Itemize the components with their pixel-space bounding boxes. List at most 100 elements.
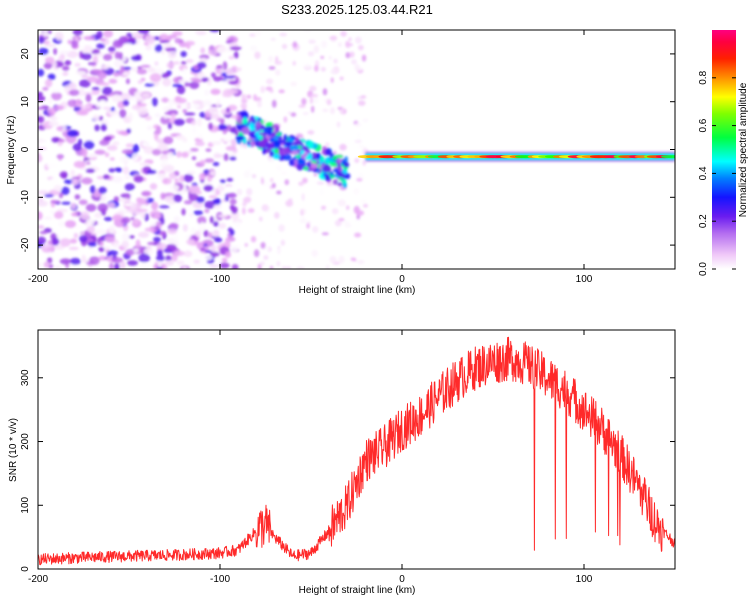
x-tick-label: 100: [576, 574, 593, 585]
noise-blob: [190, 147, 199, 152]
noise-blob: [144, 227, 156, 232]
chirp-blob: [310, 163, 319, 169]
noise-blob: [106, 145, 118, 151]
noise-blob: [194, 30, 207, 36]
noise-blob: [254, 31, 262, 37]
noise-blob: [343, 220, 350, 225]
noise-blob: [204, 208, 210, 214]
noise-blob: [309, 97, 314, 104]
noise-blob: [284, 179, 290, 186]
noise-blob: [199, 173, 206, 181]
noise-blob: [124, 202, 133, 207]
noise-blob: [53, 47, 58, 55]
noise-blob: [101, 86, 113, 95]
noise-blob: [98, 246, 105, 253]
noise-blob: [121, 149, 134, 155]
noise-blob: [354, 139, 362, 143]
noise-blob: [338, 199, 346, 207]
noise-blob: [112, 214, 123, 222]
noise-blob: [218, 123, 228, 131]
noise-blob: [357, 260, 365, 264]
noise-blob: [236, 67, 242, 72]
noise-blob: [108, 168, 116, 173]
noise-blob: [257, 99, 262, 108]
noise-blob: [274, 220, 280, 225]
noise-blob: [186, 43, 191, 50]
noise-blob: [172, 61, 181, 65]
snr-axes: -200 -100 0 100 0 100 200 300: [20, 330, 675, 585]
noise-blob: [353, 258, 357, 262]
noise-blob: [302, 112, 309, 116]
noise-blob: [99, 38, 106, 42]
noise-blob: [197, 61, 207, 69]
noise-blob: [128, 235, 135, 239]
noise-blob: [362, 118, 369, 123]
chirp-blob: [265, 143, 275, 150]
noise-blob: [253, 249, 260, 258]
noise-blob: [99, 99, 108, 107]
noise-blob: [51, 88, 62, 94]
noise-blob: [349, 51, 355, 58]
noise-blob: [307, 51, 315, 57]
chirp-blob: [343, 172, 351, 180]
noise-blob: [280, 38, 288, 44]
noise-blob: [163, 136, 174, 145]
noise-blob: [285, 211, 291, 218]
noise-blob: [146, 169, 157, 175]
noise-blob: [108, 225, 116, 234]
chirp-blob: [325, 173, 330, 181]
noise-blob: [351, 59, 357, 65]
noise-blob: [312, 225, 319, 233]
noise-blob: [203, 230, 209, 238]
noise-blob: [162, 78, 172, 87]
noise-blob: [216, 65, 223, 69]
noise-blob: [38, 262, 43, 268]
chirp-blob: [280, 147, 290, 155]
noise-blob: [91, 87, 101, 91]
noise-blob: [110, 106, 116, 112]
chirp-blob: [338, 166, 343, 173]
noise-blob: [42, 86, 49, 91]
noise-blob: [195, 230, 202, 237]
noise-blob: [325, 142, 330, 148]
noise-blob: [49, 177, 60, 187]
chirp-blob: [316, 152, 321, 160]
noise-blob: [183, 200, 193, 205]
noise-blob: [174, 177, 179, 184]
noise-blob: [97, 203, 109, 213]
noise-blob: [234, 221, 242, 228]
chirp-blob: [289, 144, 299, 152]
noise-blob: [109, 157, 115, 161]
chirp-blob: [275, 126, 279, 134]
noise-blob: [164, 260, 174, 266]
noise-blob: [354, 64, 360, 72]
noise-blob: [265, 247, 270, 251]
noise-blob: [204, 200, 216, 209]
noise-blob: [213, 198, 222, 205]
noise-blob: [58, 192, 64, 199]
noise-blob: [248, 166, 254, 171]
noise-blob: [103, 216, 113, 222]
noise-blob: [132, 143, 140, 153]
noise-blob: [121, 208, 128, 213]
noise-blob: [268, 55, 274, 63]
noise-blob: [299, 217, 307, 224]
noise-blob: [283, 116, 288, 123]
noise-blob: [153, 236, 161, 243]
noise-blob: [243, 196, 252, 203]
chirp-blob: [322, 164, 332, 173]
noise-blob: [39, 230, 48, 235]
noise-blob: [119, 198, 131, 202]
chirp-blob: [305, 156, 312, 160]
noise-blob: [198, 133, 204, 140]
noise-blob: [99, 139, 110, 146]
noise-blob: [130, 217, 135, 221]
noise-blob: [354, 36, 362, 44]
noise-blob: [202, 101, 213, 107]
noise-blob: [75, 98, 82, 108]
noise-blob: [362, 31, 368, 39]
noise-blob: [121, 232, 130, 242]
noise-blob: [185, 234, 192, 239]
